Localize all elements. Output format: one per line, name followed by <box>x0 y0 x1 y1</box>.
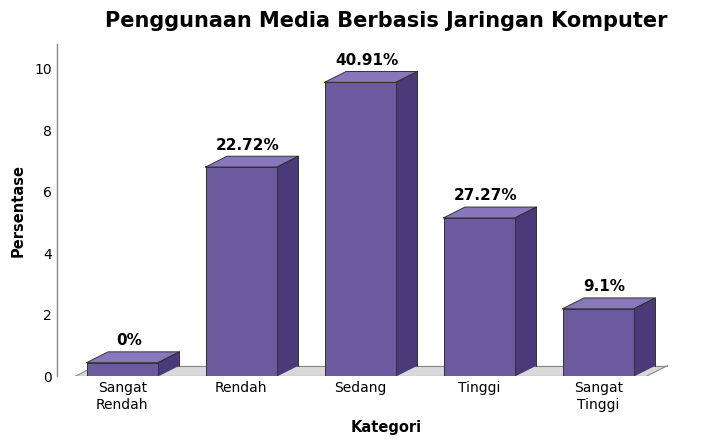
Polygon shape <box>515 207 537 376</box>
Text: 27.27%: 27.27% <box>454 188 518 203</box>
Polygon shape <box>563 309 634 376</box>
Polygon shape <box>325 71 417 82</box>
Polygon shape <box>158 352 179 376</box>
Polygon shape <box>325 82 396 376</box>
Text: 0%: 0% <box>116 333 142 348</box>
X-axis label: Kategori: Kategori <box>351 420 422 435</box>
Text: 40.91%: 40.91% <box>335 53 399 68</box>
Text: 22.72%: 22.72% <box>216 137 280 153</box>
Polygon shape <box>75 366 667 376</box>
Polygon shape <box>634 298 656 376</box>
Polygon shape <box>86 352 179 363</box>
Title: Penggunaan Media Berbasis Jaringan Komputer: Penggunaan Media Berbasis Jaringan Kompu… <box>105 11 667 31</box>
Polygon shape <box>396 71 417 376</box>
Text: 9.1%: 9.1% <box>584 279 626 294</box>
Polygon shape <box>444 207 537 218</box>
Y-axis label: Persentase: Persentase <box>11 164 26 256</box>
Polygon shape <box>205 156 298 167</box>
Polygon shape <box>444 218 515 376</box>
Polygon shape <box>86 363 158 376</box>
Polygon shape <box>563 298 656 309</box>
Polygon shape <box>205 167 277 376</box>
Polygon shape <box>277 156 298 376</box>
